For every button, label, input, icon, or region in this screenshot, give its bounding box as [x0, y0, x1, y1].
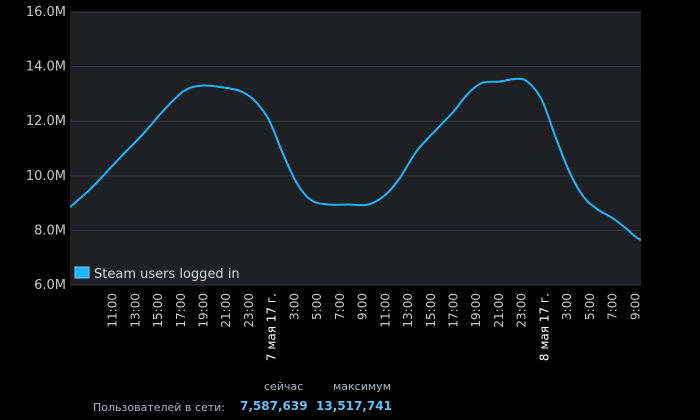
x-date-label: 7 мая 17 г. [265, 293, 279, 361]
y-tick-label: 8.0M [34, 223, 66, 238]
x-tick-label: 21:00 [492, 293, 506, 328]
x-tick-label: 13:00 [401, 293, 415, 328]
x-tick-label: 19:00 [469, 293, 483, 328]
series-group [70, 77, 641, 241]
now-value: 7,587,639 [240, 399, 308, 413]
x-tick-label: 21:00 [219, 293, 233, 328]
x-tick-label: 11:00 [378, 293, 392, 328]
y-tick-label: 12.0M [26, 114, 66, 129]
legend-swatch [74, 266, 90, 279]
x-tick-label: 9:00 [356, 293, 370, 320]
x-axis: 11:00 13:00 15:00 17:00 19:00 21:00 23:00 7 мая… [106, 293, 643, 361]
x-tick-label: 13:00 [128, 293, 142, 328]
max-value: 13,517,741 [316, 399, 392, 413]
x-tick-label: 5:00 [310, 293, 324, 320]
legend-label: Steam users logged in [94, 267, 240, 282]
online-stats: сейчас максимум Пользователей в сети: 7,… [0, 376, 700, 420]
x-tick-label: 19:00 [197, 293, 211, 328]
x-tick-label: 3:00 [560, 293, 574, 320]
x-tick-label: 11:00 [106, 293, 120, 328]
online-label: Пользователей в сети: [93, 401, 225, 414]
y-axis: 6.0M 8.0M 10.0M 12.0M 14.0M 16.0M [26, 5, 66, 293]
x-tick-label: 23:00 [242, 293, 256, 328]
x-tick-label: 3:00 [287, 293, 301, 320]
x-tick-label: 7:00 [333, 293, 347, 320]
grid-lines [70, 11, 641, 286]
plot-background [70, 12, 641, 285]
series-line [70, 77, 641, 241]
x-tick-label: 15:00 [151, 293, 165, 328]
x-tick-label: 15:00 [424, 293, 438, 328]
x-tick-label: 5:00 [583, 293, 597, 320]
y-tick-label: 16.0M [26, 5, 66, 20]
max-header: максимум [333, 380, 391, 393]
x-tick-label: 17:00 [174, 293, 188, 328]
y-tick-label: 14.0M [26, 60, 66, 75]
legend: Steam users logged in [74, 266, 240, 282]
x-tick-label: 23:00 [515, 293, 529, 328]
x-tick-label: 9:00 [628, 293, 642, 320]
x-tick-label: 7:00 [606, 293, 620, 320]
x-date-label: 8 мая 17 г. [537, 293, 551, 361]
y-tick-label: 6.0M [34, 278, 66, 293]
x-tick-label: 17:00 [447, 293, 461, 328]
y-tick-label: 10.0M [26, 169, 66, 184]
now-header: сейчас [264, 380, 304, 393]
